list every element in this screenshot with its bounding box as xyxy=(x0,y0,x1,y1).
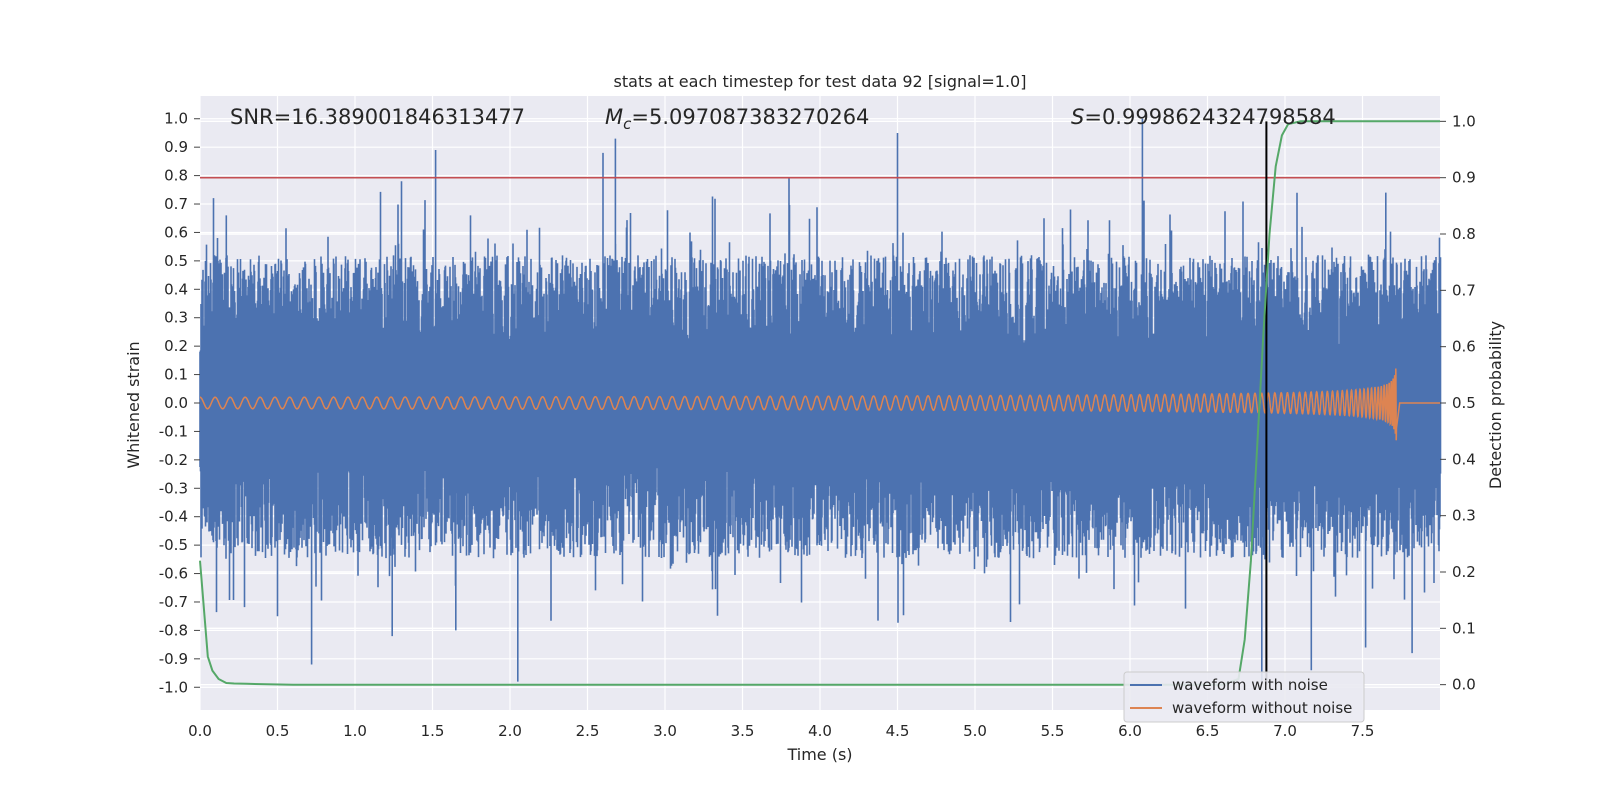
x-tick-label: 4.0 xyxy=(808,722,832,740)
y2-axis-label: Detection probability xyxy=(1486,321,1505,489)
x-tick-label: 1.0 xyxy=(343,722,367,740)
y-tick-label: 0.2 xyxy=(164,337,188,355)
legend-label-noise: waveform with noise xyxy=(1172,676,1328,694)
x-tick-label: 3.0 xyxy=(653,722,677,740)
y-tick-label: 0.5 xyxy=(164,252,188,270)
y-tick-label: 0.0 xyxy=(164,394,188,412)
y-tick-label: 0.8 xyxy=(164,167,188,185)
y-tick-label: -1.0 xyxy=(159,678,188,696)
x-tick-label: 1.5 xyxy=(421,722,445,740)
y2-tick-label: 0.3 xyxy=(1452,507,1476,525)
y-tick-label: -0.7 xyxy=(159,593,188,611)
y-axis-label: Whitened strain xyxy=(124,341,143,468)
y2-tick-label: 0.5 xyxy=(1452,394,1476,412)
s-symbol: S xyxy=(1071,105,1084,129)
y-tick-label: -0.8 xyxy=(159,621,188,639)
x-tick-label: 7.0 xyxy=(1273,722,1297,740)
x-tick-label: 5.5 xyxy=(1041,722,1065,740)
y-tick-label: -0.3 xyxy=(159,479,188,497)
x-tick-label: 3.5 xyxy=(731,722,755,740)
x-ticks: 0.0 0.5 1.0 1.5 2.0 2.5 3.0 3.5 4.0 4.5 5.0 5.5 6.0 6… xyxy=(188,722,1374,740)
legend-box xyxy=(1123,671,1365,723)
mc-annotation: Mc=5.097087383270264 xyxy=(605,105,869,133)
y-tick-label: 0.1 xyxy=(164,366,188,384)
y-tick-label: -0.6 xyxy=(159,565,188,583)
x-tick-label: 0.0 xyxy=(188,722,212,740)
y-tick-label: 0.7 xyxy=(164,195,188,213)
y2-tick-label: 0.2 xyxy=(1452,563,1476,581)
s-value: =0.9998624324798584 xyxy=(1084,105,1335,129)
y2-tick-label: 0.4 xyxy=(1452,450,1476,468)
y-tick-label: 0.4 xyxy=(164,280,188,298)
chirp-waveform-path xyxy=(199,368,1440,441)
x-tick-label: 6.5 xyxy=(1196,722,1220,740)
legend-label-clean: waveform without noise xyxy=(1172,699,1352,717)
y-tick-label: -0.1 xyxy=(159,422,188,440)
x-tick-label: 2.0 xyxy=(498,722,522,740)
y2-tick-label: 0.7 xyxy=(1452,281,1476,299)
mc-symbol: M xyxy=(605,105,623,129)
mc-subscript: c xyxy=(623,115,632,133)
x-tick-label: 6.0 xyxy=(1118,722,1142,740)
y2-tick-label: 0.6 xyxy=(1452,338,1476,356)
x-axis-label: Time (s) xyxy=(786,745,852,764)
x-tick-label: 5.0 xyxy=(963,722,987,740)
y-tick-label: 1.0 xyxy=(164,110,188,128)
chart-title: stats at each timestep for test data 92 … xyxy=(614,72,1027,91)
y-tick-label: 0.3 xyxy=(164,309,188,327)
y2-ticks: 1.0 0.9 0.8 0.7 0.6 0.5 0.4 0.3 0.2 0.1 0.0 xyxy=(1440,112,1476,694)
x-tick-label: 0.5 xyxy=(266,722,290,740)
legend: waveform with noise waveform without noi… xyxy=(1123,671,1365,723)
y-ticks: 1.0 0.9 0.8 0.7 0.6 0.5 0.4 0.3 0.2 0.1 0.0 -0.1 -0.… xyxy=(159,110,200,696)
y-tick-label: -0.2 xyxy=(159,451,188,469)
y-tick-label: 0.9 xyxy=(164,138,188,156)
x-tick-label: 4.5 xyxy=(886,722,910,740)
x-tick-label: 2.5 xyxy=(576,722,600,740)
series-waveform-without-noise xyxy=(199,368,1440,441)
y-tick-label: -0.5 xyxy=(159,536,188,554)
y-tick-label: -0.9 xyxy=(159,650,188,668)
mc-value: =5.097087383270264 xyxy=(631,105,869,129)
y2-tick-label: 0.8 xyxy=(1452,225,1476,243)
s-annotation: S=0.9998624324798584 xyxy=(1071,105,1336,129)
y-tick-label: 0.6 xyxy=(164,223,188,241)
snr-annotation: SNR=16.389001846313477 xyxy=(230,105,525,129)
y2-tick-label: 0.1 xyxy=(1452,619,1476,637)
y-tick-label: -0.4 xyxy=(159,508,188,526)
y2-tick-label: 0.9 xyxy=(1452,169,1476,187)
y2-tick-label: 1.0 xyxy=(1452,112,1476,130)
y2-tick-label: 0.0 xyxy=(1452,676,1476,694)
x-tick-label: 7.5 xyxy=(1351,722,1375,740)
